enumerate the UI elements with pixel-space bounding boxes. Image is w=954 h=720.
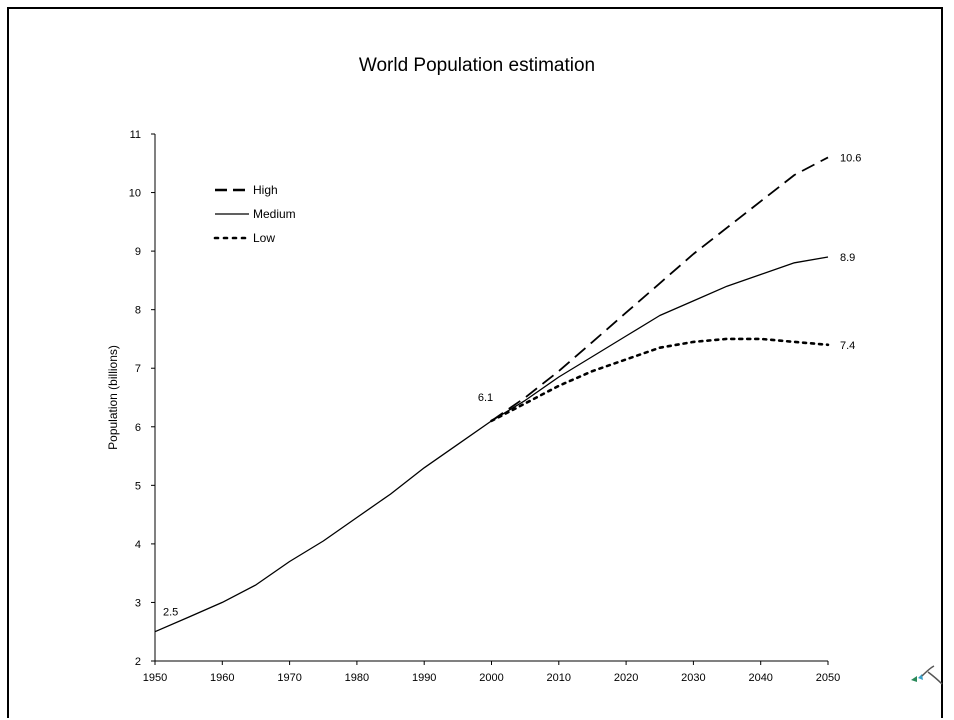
chart-title: World Population estimation — [358, 55, 596, 76]
y-tick-label: 9 — [135, 246, 141, 258]
legend-label-low: Low — [253, 231, 275, 245]
y-tick-label: 3 — [135, 597, 141, 609]
legend-label-medium: Medium — [253, 207, 296, 221]
x-tick-label: 2010 — [547, 672, 571, 684]
y-tick-label: 11 — [130, 129, 141, 141]
y-axis-label: Population (billions) — [106, 345, 120, 450]
annotation-label: 7.4 — [840, 340, 855, 352]
legend-label-high: High — [253, 183, 278, 197]
x-tick-label: 1970 — [277, 672, 301, 684]
x-tick-label: 2030 — [681, 672, 705, 684]
series-line-high — [490, 156, 829, 422]
x-tick-label: 2050 — [816, 672, 840, 684]
y-tick-label: 7 — [135, 363, 141, 375]
x-tick-label: 2020 — [614, 672, 638, 684]
annotation-label: 2.5 — [163, 607, 178, 619]
series-line-medium — [154, 256, 829, 633]
slide-frame: World Population estimation — [7, 7, 943, 718]
y-tick-label: 2 — [135, 656, 141, 668]
y-tick-label: 8 — [135, 305, 141, 317]
annotation-label: 10.6 — [840, 152, 861, 164]
x-tick-label: 1960 — [210, 672, 234, 684]
series-line-low — [490, 337, 830, 423]
y-tick-label: 6 — [135, 422, 141, 434]
leaf-logo-icon — [911, 665, 943, 685]
x-tick-label: 1950 — [143, 672, 167, 684]
x-tick-label: 1990 — [412, 672, 436, 684]
annotation-label: 6.1 — [478, 392, 493, 404]
y-tick-label: 5 — [135, 480, 141, 492]
y-tick-label: 4 — [135, 539, 141, 551]
x-tick-label: 1980 — [345, 672, 369, 684]
x-tick-label: 2000 — [479, 672, 503, 684]
y-tick-label: 10 — [129, 188, 141, 200]
annotation-label: 8.9 — [840, 252, 855, 264]
x-tick-label: 2040 — [748, 672, 772, 684]
